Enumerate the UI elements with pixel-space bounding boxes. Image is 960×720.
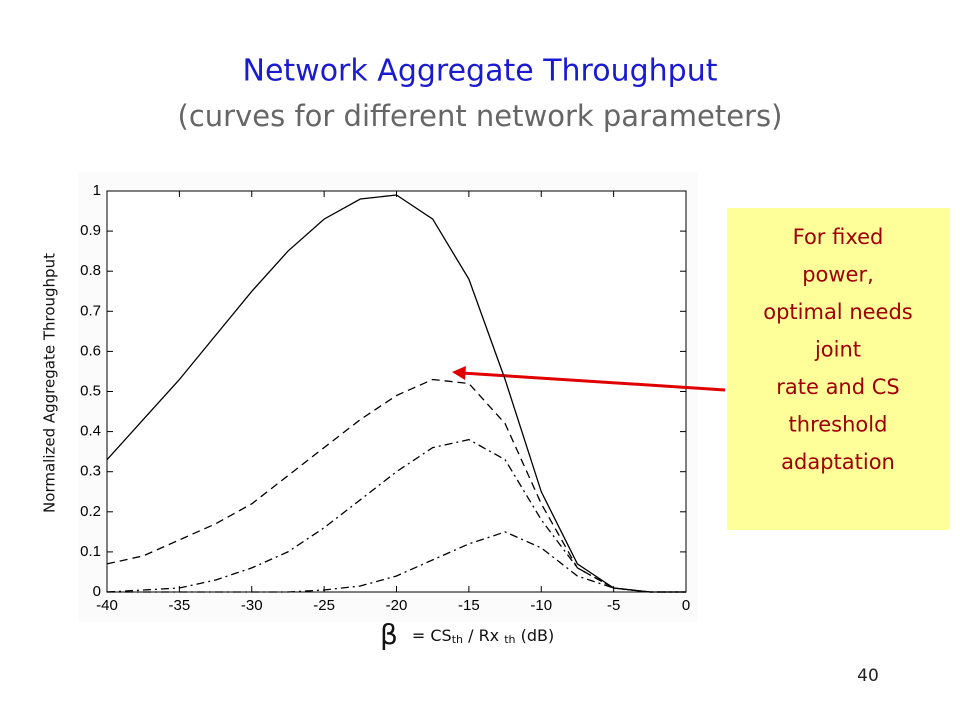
- x-label-part: (dB): [516, 626, 555, 645]
- annotation-box: [727, 208, 950, 530]
- x-tick-label: -35: [169, 597, 191, 614]
- x-label-sub: th: [452, 633, 463, 646]
- series-line: [107, 531, 686, 593]
- y-tick-label: 0.2: [80, 503, 101, 520]
- annotation-line: power,: [802, 263, 874, 287]
- y-tick-label: 0.9: [80, 222, 101, 239]
- y-tick-label: 0: [93, 583, 101, 600]
- x-tick-label: -40: [96, 597, 118, 614]
- x-label-part: = CS: [412, 626, 452, 645]
- annotation-line: adaptation: [781, 450, 895, 474]
- x-tick-label: -30: [241, 597, 263, 614]
- x-tick-label: -25: [313, 597, 335, 614]
- annotation-line: joint: [814, 338, 861, 362]
- x-tick-label: -5: [607, 597, 620, 614]
- y-tick-label: 0.5: [80, 382, 101, 399]
- y-tick-label: 0.7: [80, 302, 101, 319]
- page-number: 40: [857, 666, 879, 686]
- annotation-line: threshold: [789, 413, 888, 437]
- annotation: For fixed power, optimal needs joint rate an…: [763, 225, 913, 474]
- series-line: [106, 194, 686, 593]
- x-label-symbol: β: [380, 618, 398, 651]
- annotation-line: optimal needs: [763, 300, 913, 324]
- y-tick-label: 0.1: [80, 543, 101, 560]
- x-label-sub: th: [504, 633, 515, 646]
- y-tick-label: 1: [93, 182, 101, 199]
- series-line: [106, 438, 686, 593]
- y-tick-label: 0.3: [80, 463, 101, 480]
- axes-box: [106, 190, 687, 593]
- y-axis-label: Normalized Aggregate Throughput: [41, 253, 59, 513]
- chart-subtitle: (curves for different network parameters…: [178, 99, 783, 133]
- y-tick-label: 0.8: [80, 262, 101, 279]
- annotation-arrow: [461, 371, 726, 392]
- x-label-part: / Rx: [463, 626, 504, 645]
- annotation-line: rate and CS: [776, 375, 900, 399]
- y-tick-label: 0.6: [80, 342, 101, 359]
- annotation-line: For fixed: [793, 225, 884, 249]
- x-tick-label: -20: [386, 597, 408, 614]
- arrow-head: [452, 366, 466, 380]
- y-tick-label: 0.4: [80, 423, 101, 440]
- x-tick-label: -10: [530, 597, 552, 614]
- x-tick-label: -15: [458, 597, 480, 614]
- x-tick-label: 0: [682, 597, 690, 614]
- x-axis-label: β = CSth / Rx th (dB): [380, 618, 554, 651]
- chart-title: Network Aggregate Throughput: [243, 54, 718, 89]
